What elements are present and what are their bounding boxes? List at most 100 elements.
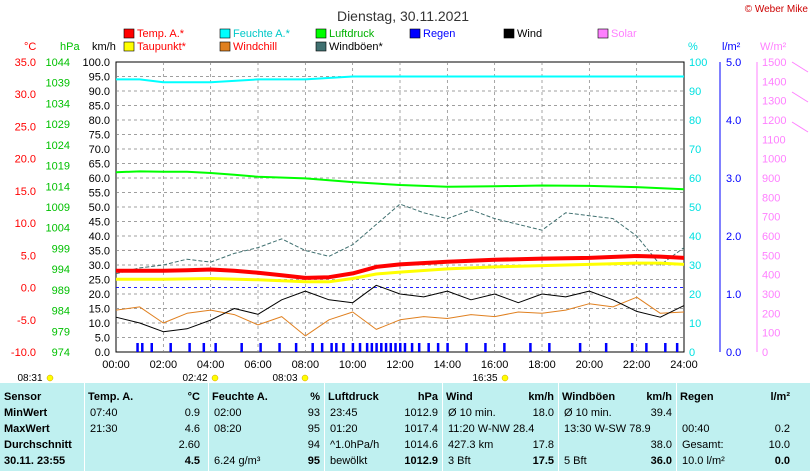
sun-icon [501,374,509,382]
cell-value: 0.9 [184,407,200,419]
rain-bar [548,343,551,352]
tick-label-solar: 1400 [762,76,786,88]
x-tick-label: 18:00 [528,359,556,371]
cell-label: 13:30 W-SW 78.9 [564,423,651,435]
tick-label-solar: 1200 [762,115,786,127]
watermark: © Weber Mike [745,4,809,15]
tick-label-temp: 35.0 [15,57,36,69]
header-unit: km/h [528,391,554,403]
tick-label-kmh: 30.0 [89,260,110,272]
cell-label: Ø 10 min. [448,407,496,419]
table-row: 13:30 W-SW 78.9 [562,421,672,437]
tick-label-solar: 800 [762,192,780,204]
table-row: 5 Bft 36.0 [562,453,672,469]
tick-label-solar: 600 [762,231,780,243]
header-unit: hPa [417,391,438,403]
rain-bar [330,343,333,352]
tick-label-hpa: 999 [52,243,70,255]
tick-label-hpa: 979 [52,326,70,338]
cell-value: 36.0 [650,455,672,467]
tick-label-kmh: 40.0 [89,231,110,243]
cell-value: 95 [307,455,320,467]
tick-label-temp: 30.0 [15,89,36,101]
tick-label-pct: 30 [689,260,701,272]
rain-bar [335,343,338,352]
tick-label-solar: 1500 [762,57,786,69]
legend-swatch [315,41,327,52]
tick-label-kmh: 60.0 [89,173,110,185]
rain-bar [278,343,281,352]
cell-label: 00:40 [682,423,710,435]
tick-label-solar: 1000 [762,154,786,166]
tick-label-kmh: 15.0 [89,304,110,316]
cell-value: 94 [307,439,320,451]
tick-label-solar: 1100 [762,134,786,146]
rain-bar [389,343,393,352]
table-column: Regen l/m² 00:40 0.2 Gesamt: 10.0 10.0 l/m² 0.0 [680,383,790,471]
tick-label-hpa: 1029 [46,119,70,131]
series-line-temp [116,254,685,280]
event-time: 08:03 [272,373,297,383]
tick-label-rain: 5.0 [726,57,741,69]
tick-label-hpa: 1009 [46,202,70,214]
tick-label-kmh: 55.0 [89,188,110,200]
rain-bar [384,343,388,352]
tick-label-solar: 100 [762,328,780,340]
rain-bar [141,343,144,352]
solar-marker [791,121,809,133]
table-row: Ø 10 min. 39.4 [562,405,672,421]
rain-bar [294,343,298,352]
tick-label-kmh: 80.0 [89,115,110,127]
tick-label-pct: 50 [689,202,701,214]
table-row: Gesamt: 10.0 [680,437,790,453]
legend-swatch [315,28,327,39]
series-line-gusts [115,203,685,275]
rain-bar [630,343,634,352]
series-line-pressure [115,170,685,191]
cell-value: 1012.9 [404,407,438,419]
tick-label-temp: 15.0 [15,186,36,198]
tick-label-kmh: 25.0 [89,275,110,287]
tick-label-kmh: 65.0 [89,159,110,171]
table-row: 2.60 [88,437,200,453]
tick-label-solar: 200 [762,308,780,320]
table-row: bewölkt 1012.9 [328,453,438,469]
tick-label-pct: 70 [689,144,701,156]
table-row: 21:30 4.6 [88,421,200,437]
tick-label-pct: 10 [689,318,701,330]
series-line-dew [116,261,685,284]
cell-label: 23:45 [330,407,358,419]
tick-label-hpa: 984 [52,306,70,318]
header-label: Wind [446,391,473,403]
table-header: Temp. A. °C [88,389,200,405]
legend-swatch [409,28,421,39]
table-column: Luftdruck hPa 23:45 1012.9 01:20 1017.4 ^1.0hP… [328,383,438,471]
cell-value: 0.0 [774,455,790,467]
x-tick-label: 12:00 [386,359,414,371]
cell-label: 21:30 [90,423,118,435]
cell-label: Gesamt: [682,439,724,451]
tick-label-temp: -5.0 [17,315,36,327]
table-header: Wind km/h [446,389,554,405]
rain-bar [417,343,421,352]
header-unit: % [310,391,320,403]
legend-label: Feuchte A.* [233,28,291,40]
series-line-wind [115,284,685,333]
cell-value: 1017.4 [404,423,438,435]
tick-label-rain: 0.0 [726,347,741,359]
rain-bar [169,343,172,352]
event-time: 08:31 [17,373,42,383]
rain-bar [259,343,262,352]
cell-label: 3 Bft [448,455,471,467]
cell-label: bewölkt [330,455,368,467]
legend: Temp. A.* Feuchte A.* Luftdruck Regen Wind So… [123,28,637,53]
table-row: 10.0 l/m² 0.0 [680,453,790,469]
table-row: 94 [212,437,320,453]
rain-bar [529,343,532,352]
cell-label: MinWert [4,407,48,419]
tick-label-kmh: 5.0 [95,333,110,345]
legend-label: Solar [611,28,637,40]
rain-bar [188,343,191,352]
cell-label: 6.24 g/m³ [214,455,261,467]
legend-label: Wind [517,28,542,40]
